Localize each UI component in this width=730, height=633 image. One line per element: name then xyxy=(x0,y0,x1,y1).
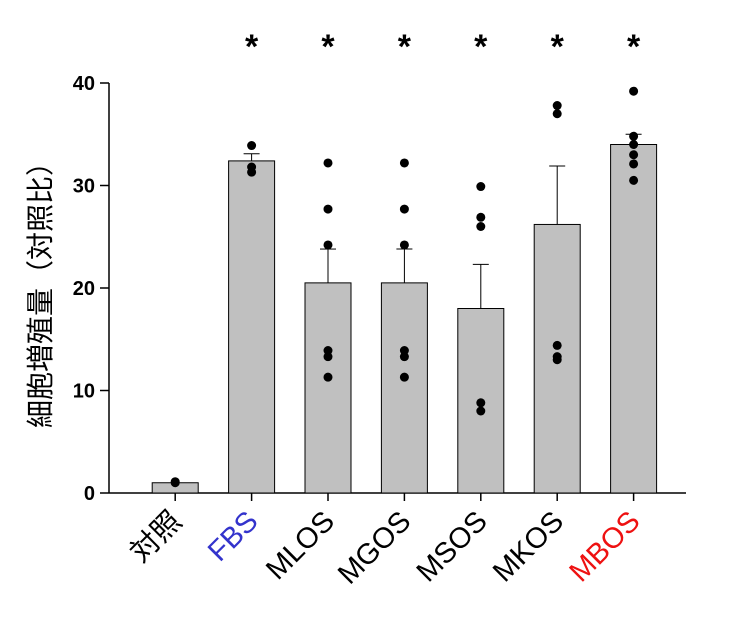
data-point xyxy=(323,372,333,382)
data-point xyxy=(399,204,409,214)
x-tick-label: MBOS xyxy=(564,505,647,588)
x-tick-label: MGOS xyxy=(332,505,417,590)
data-point xyxy=(323,352,333,362)
data-point xyxy=(552,355,562,365)
data-point xyxy=(399,372,409,382)
data-point xyxy=(399,352,409,362)
x-tick-label: FBS xyxy=(202,505,265,568)
bars xyxy=(151,144,658,494)
data-point xyxy=(476,398,486,408)
y-tick-label: 10 xyxy=(73,381,95,403)
x-tick-label: MLOS xyxy=(260,505,341,586)
data-point xyxy=(170,477,180,487)
x-tick-label: 対照 xyxy=(124,505,188,569)
y-tick-label: 30 xyxy=(73,176,95,198)
data-point xyxy=(476,182,486,192)
significance-asterisk: * xyxy=(321,28,335,66)
y-tick-label: 0 xyxy=(84,483,95,505)
data-point xyxy=(552,109,562,119)
data-point xyxy=(247,141,257,151)
significance-asterisk: * xyxy=(627,28,641,66)
significance-asterisk: * xyxy=(551,28,565,66)
y-axis: 0 10 20 30 40 xyxy=(73,73,110,505)
bar xyxy=(380,282,428,494)
x-tick-label: MSOS xyxy=(411,505,494,588)
error-bars xyxy=(243,133,642,309)
data-point xyxy=(323,240,333,250)
data-point xyxy=(323,158,333,168)
data-point xyxy=(476,212,486,222)
data-point xyxy=(323,204,333,214)
x-tick-label: MKOS xyxy=(487,505,570,588)
data-point xyxy=(247,167,257,177)
data-point xyxy=(552,340,562,350)
significance-markers: * * * * * * xyxy=(245,28,641,66)
significance-asterisk: * xyxy=(398,28,412,66)
data-point xyxy=(552,101,562,111)
data-point xyxy=(629,140,639,149)
data-point xyxy=(476,406,486,416)
y-tick-label: 40 xyxy=(73,73,95,95)
data-point xyxy=(629,86,639,96)
significance-asterisk: * xyxy=(245,28,259,66)
data-point xyxy=(476,222,486,231)
data-point xyxy=(629,150,639,160)
significance-asterisk: * xyxy=(474,28,488,66)
data-point xyxy=(629,159,639,169)
bar xyxy=(228,160,276,494)
data-points xyxy=(170,86,639,488)
data-point xyxy=(629,131,639,141)
data-point xyxy=(323,346,333,356)
data-point xyxy=(629,175,639,185)
data-point xyxy=(399,346,409,356)
data-point xyxy=(399,240,409,250)
y-tick-label: 20 xyxy=(73,278,95,300)
bar xyxy=(610,144,658,494)
y-axis-label: 細胞増殖量（対照比） xyxy=(25,148,56,428)
data-point xyxy=(399,158,409,168)
bar xyxy=(304,282,352,494)
